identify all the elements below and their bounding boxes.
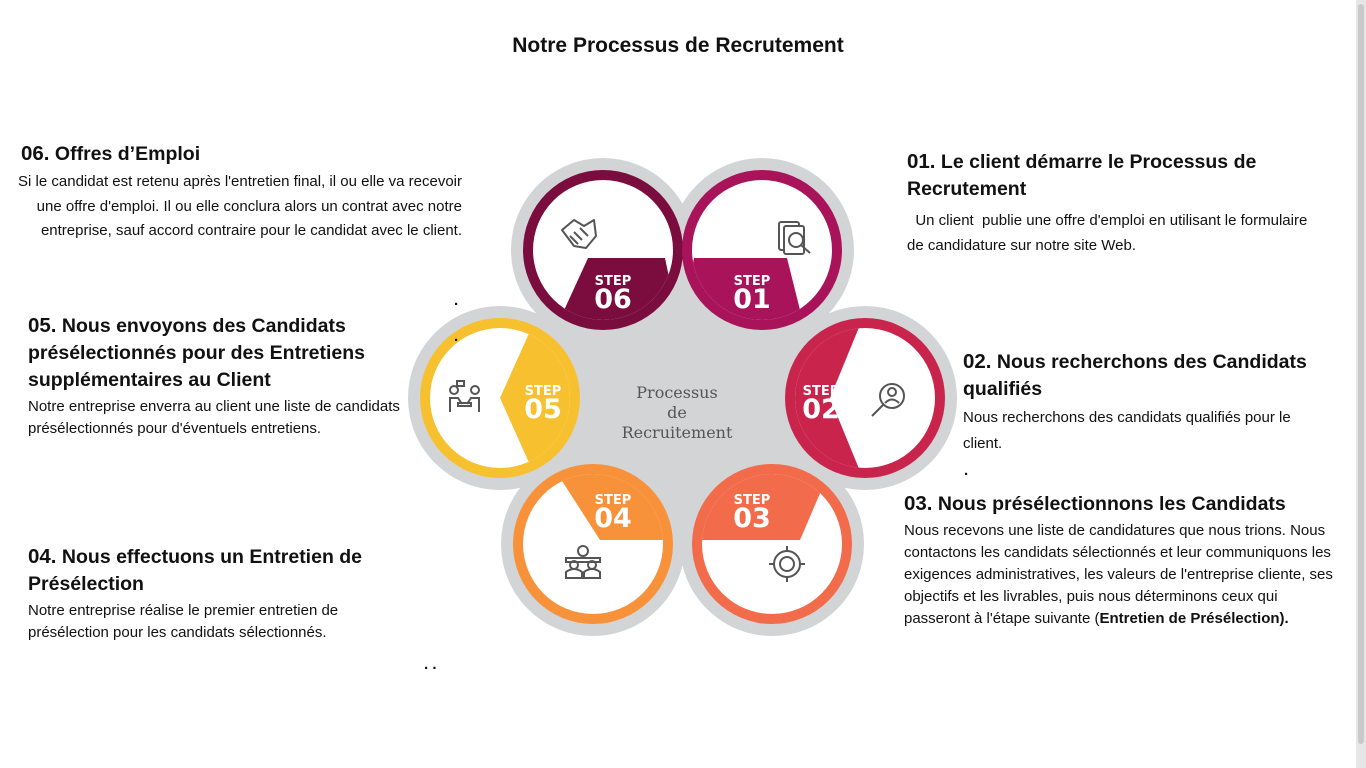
center-label-line2: de <box>667 403 687 422</box>
step-03-text: Nous recevons une liste de candidatures … <box>904 522 1333 627</box>
step-03-description: 03. Nous présélectionnons les Candidats … <box>904 490 1344 630</box>
step-06-description: 06. Offres d’Emploi Si le candidat est r… <box>18 140 462 244</box>
stray-dot: . <box>964 462 969 479</box>
step-05: STEP 05 <box>420 318 580 478</box>
step-05-number: 05 <box>524 394 562 425</box>
step-03-number: 03 <box>733 503 771 534</box>
step-04-word: STEP <box>595 493 632 508</box>
step-03-heading: 03. Nous présélectionnons les Candidats <box>904 492 1286 515</box>
step-01-description: 01. Le client démarre le Processus de Re… <box>907 148 1327 258</box>
stray-dot: . <box>454 328 459 345</box>
stray-dot: . <box>454 292 459 309</box>
step-04-heading: 04. Nous effectuons un Entretien de Prés… <box>28 545 363 595</box>
center-label-line1: Processus <box>636 383 717 402</box>
step-02: STEP 02 <box>785 318 945 478</box>
step-05-text: Notre entreprise enverra au client une l… <box>28 398 400 437</box>
center-label-line3: Recruitement <box>622 423 733 442</box>
step-02-number: 02 <box>802 394 840 425</box>
search-document-icon <box>778 221 811 255</box>
step-05-heading: 05. Nous envoyons des Candidats présélec… <box>28 314 366 391</box>
step-01-number: 01 <box>733 284 771 315</box>
stray-dot: . . <box>424 656 437 673</box>
target-user-icon <box>769 546 805 582</box>
search-user-icon <box>871 383 905 417</box>
step-04-text: Notre entreprise réalise le premier entr… <box>28 602 339 641</box>
step-01-heading: 01. Le client démarre le Processus de Re… <box>907 150 1257 200</box>
step-06-heading: 06. Offres d’Emploi <box>21 142 201 165</box>
step-03-word: STEP <box>734 493 771 508</box>
center-label: Processus de Recruitement <box>622 383 733 442</box>
step-02-description: 02. Nous recherchons des Candidats quali… <box>963 348 1333 457</box>
step-05-description: 05. Nous envoyons des Candidats présélec… <box>28 312 428 440</box>
step-03: STEP 03 <box>692 464 852 624</box>
meeting-icon <box>565 545 601 579</box>
step-02-heading: 02. Nous recherchons des Candidats quali… <box>963 350 1307 400</box>
step-01-word: STEP <box>734 274 771 289</box>
step-04: STEP 04 <box>513 464 673 624</box>
vertical-scrollbar[interactable] <box>1356 0 1366 768</box>
step-01-text: Un client publie une offre d'emploi en u… <box>907 212 1312 254</box>
step-06-number: 06 <box>594 284 632 315</box>
step-02-text: Nous recherchons des candidats qualifiés… <box>963 409 1291 452</box>
scrollbar-thumb[interactable] <box>1358 4 1364 744</box>
step-01: STEP 01 <box>682 170 842 330</box>
step-04-number: 04 <box>594 503 632 534</box>
interview-icon <box>449 380 480 412</box>
step-06: STEP 06 <box>523 170 683 330</box>
step-06-word: STEP <box>595 274 632 289</box>
step-06-text: Si le candidat est retenu après l'entret… <box>18 173 462 239</box>
step-05-word: STEP <box>525 384 562 399</box>
step-02-word: STEP <box>803 384 840 399</box>
step-04-description: 04. Nous effectuons un Entretien de Prés… <box>28 543 408 644</box>
handshake-icon <box>561 219 597 249</box>
page-title: Notre Processus de Recrutement <box>512 34 844 57</box>
